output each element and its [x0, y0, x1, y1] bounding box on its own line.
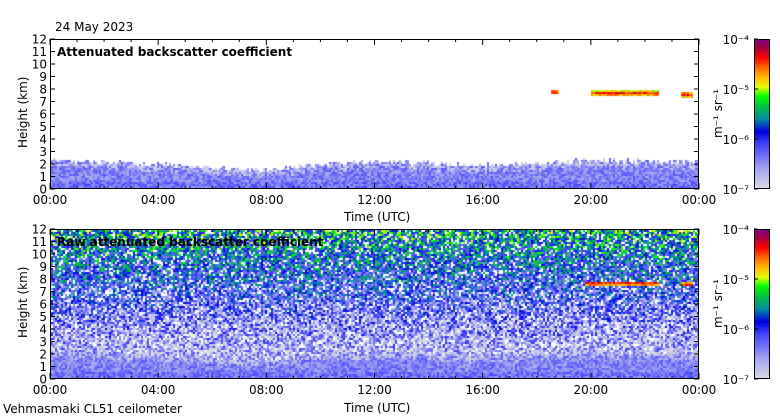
y-tick-label: 8: [39, 273, 47, 287]
y-tick-label: 6: [39, 108, 47, 122]
y-tick-label: 2: [39, 158, 47, 172]
x-tick-label: 12:00: [357, 193, 392, 207]
y-tick-label: 9: [39, 70, 47, 84]
x-tick-label: 00:00: [33, 383, 68, 397]
panel-raw-backscatter: Raw attenuated backscatter coefficient: [50, 229, 699, 379]
colorbar-tick-label: 10⁻⁷: [723, 373, 750, 387]
heatmap-raw: [51, 230, 698, 378]
y-tick-label: 4: [39, 323, 47, 337]
y-tick-label: 5: [39, 310, 47, 324]
y-tick-label: 10: [32, 248, 47, 262]
panel-title: Raw attenuated backscatter coefficient: [57, 235, 324, 249]
colorbar-tick-label: 10⁻⁶: [723, 133, 750, 147]
x-tick-label: 16:00: [465, 383, 500, 397]
y-tick-label: 7: [39, 95, 47, 109]
y-tick-label: 11: [32, 235, 47, 249]
y-tick-label: 5: [39, 120, 47, 134]
y-tick-label: 9: [39, 260, 47, 274]
x-axis-label: Time (UTC): [344, 210, 411, 224]
x-tick-label: 04:00: [141, 383, 176, 397]
y-tick-label: 4: [39, 133, 47, 147]
y-tick-label: 1: [39, 360, 47, 374]
colorbar-tick-label: 10⁻⁵: [723, 83, 750, 97]
y-tick-label: 6: [39, 298, 47, 312]
y-tick-label: 0: [39, 183, 47, 197]
date-label: 24 May 2023: [55, 20, 134, 34]
station-label: Vehmasmaki CL51 ceilometer: [3, 402, 182, 416]
x-tick-label: 12:00: [357, 383, 392, 397]
colorbar-tick-label: 10⁻⁶: [723, 323, 750, 337]
y-tick-label: 10: [32, 58, 47, 72]
colorbar-tick-label: 10⁻⁵: [723, 273, 750, 287]
y-tick-label: 1: [39, 170, 47, 184]
x-tick-label: 08:00: [249, 193, 284, 207]
x-tick-label: 16:00: [465, 193, 500, 207]
y-tick-label: 11: [32, 45, 47, 59]
x-tick-label: 04:00: [141, 193, 176, 207]
colorbar: [754, 229, 770, 379]
colorbar: [754, 39, 770, 189]
y-tick-label: 0: [39, 373, 47, 387]
colorbar-tick-label: 10⁻⁴: [723, 223, 750, 237]
x-tick-label: 00:00: [33, 193, 68, 207]
x-tick-label: 00:00: [682, 193, 717, 207]
heatmap-attenuated: [51, 40, 698, 188]
x-tick-label: 20:00: [574, 193, 609, 207]
y-tick-label: 12: [32, 223, 47, 237]
panel-title: Attenuated backscatter coefficient: [57, 45, 293, 59]
colorbar-tick-label: 10⁻⁷: [723, 183, 750, 197]
y-tick-label: 2: [39, 348, 47, 362]
x-tick-label: 08:00: [249, 383, 284, 397]
colorbar-tick-label: 10⁻⁴: [723, 33, 750, 47]
x-axis-label: Time (UTC): [344, 401, 411, 415]
x-tick-label: 00:00: [682, 383, 717, 397]
y-tick-label: 12: [32, 33, 47, 47]
panel-attenuated-backscatter: Attenuated backscatter coefficient: [50, 39, 699, 189]
x-tick-label: 20:00: [574, 383, 609, 397]
y-tick-label: 7: [39, 285, 47, 299]
y-tick-label: 3: [39, 335, 47, 349]
y-tick-label: 8: [39, 83, 47, 97]
y-tick-label: 3: [39, 145, 47, 159]
